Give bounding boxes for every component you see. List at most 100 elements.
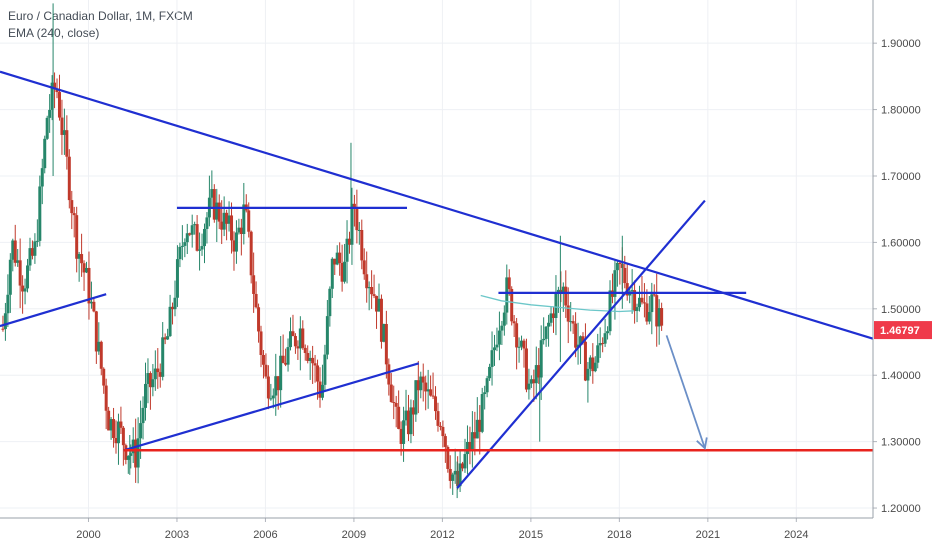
candle-body	[28, 248, 32, 266]
candle	[60, 99, 64, 155]
candle-body	[87, 267, 91, 304]
candle	[62, 108, 66, 155]
candle-body	[291, 331, 295, 336]
candle	[190, 214, 194, 248]
candle	[461, 461, 465, 472]
candle-body	[465, 442, 469, 455]
candle	[116, 413, 120, 465]
candle-body	[613, 270, 617, 297]
candle-body	[478, 419, 482, 432]
candle	[517, 337, 521, 363]
drawings	[0, 70, 874, 489]
candle-body	[237, 227, 241, 233]
candle-body	[642, 302, 646, 304]
candle	[291, 314, 295, 337]
y-tick-label: 1.80000	[881, 105, 921, 117]
candle-body	[542, 338, 546, 341]
candle	[151, 364, 155, 397]
candle-body	[89, 301, 93, 304]
candle	[298, 316, 302, 371]
candle-body	[293, 335, 297, 347]
candle	[426, 369, 430, 409]
candle-body	[394, 402, 398, 407]
candle-body	[43, 138, 47, 169]
candle-body	[141, 407, 145, 424]
candle	[475, 397, 479, 439]
candle-body	[284, 362, 288, 365]
candle-body	[335, 252, 339, 265]
candle-body	[660, 308, 664, 326]
candle	[640, 275, 644, 305]
candle-body	[126, 455, 130, 460]
candle	[217, 194, 221, 230]
candle	[306, 345, 310, 364]
candle-body	[168, 306, 172, 337]
price-badge-label: 1.46797	[880, 325, 920, 337]
candle-body	[362, 260, 366, 275]
candle	[43, 135, 47, 174]
candle-body	[55, 88, 59, 93]
candle-body	[227, 215, 231, 224]
time-axis[interactable]: 2000 2003 2006 2009 2012 2015 2018 2021 2024	[0, 517, 873, 541]
candle-body	[38, 186, 42, 241]
candle-body	[23, 288, 27, 292]
candle	[67, 149, 71, 209]
candle-body	[473, 432, 477, 439]
candle	[655, 273, 659, 347]
candle	[279, 336, 283, 408]
candle-body	[529, 379, 533, 384]
candle-body	[62, 130, 66, 135]
candle-body	[434, 396, 438, 412]
candle	[124, 443, 128, 465]
candle-body	[156, 368, 160, 373]
x-tick-label: 2003	[165, 529, 189, 541]
candle-body	[495, 344, 499, 348]
candle-body	[638, 297, 642, 308]
candle	[244, 194, 248, 213]
candle	[259, 325, 263, 368]
candle-body	[512, 321, 516, 324]
candle-body	[360, 229, 364, 261]
candle-body	[424, 382, 428, 392]
candle-body	[116, 421, 120, 444]
candle-body	[507, 277, 511, 289]
candle	[38, 175, 42, 247]
candle-body	[266, 376, 270, 399]
candle	[281, 334, 285, 364]
candle	[537, 348, 541, 384]
candle	[488, 363, 492, 381]
candle-body	[470, 432, 474, 451]
candle	[485, 375, 489, 398]
candle-body	[134, 439, 138, 468]
candle-body	[45, 117, 49, 139]
candle	[21, 275, 25, 314]
candle	[483, 385, 487, 410]
candle	[252, 252, 256, 313]
candle	[318, 367, 322, 408]
candle	[335, 245, 339, 266]
candle	[571, 315, 575, 334]
candle	[242, 182, 246, 245]
candle-body	[347, 238, 351, 245]
candle-body	[230, 215, 234, 241]
candle	[593, 356, 597, 373]
candle	[225, 209, 229, 241]
candle	[657, 299, 661, 345]
candle-body	[370, 287, 374, 295]
candle-body	[569, 321, 573, 323]
candle-body	[102, 368, 106, 386]
x-tick-label: 2018	[607, 529, 631, 541]
price-axis[interactable]: 1.20000 1.30000 1.40000 1.50000 1.60000 1.700…	[872, 0, 921, 518]
candle-body	[301, 328, 305, 348]
candle	[340, 244, 344, 292]
candle	[286, 338, 290, 372]
candle	[392, 385, 396, 420]
candle-body	[591, 357, 595, 372]
candle-body	[453, 470, 457, 475]
candle-body	[109, 419, 113, 431]
candle-body	[114, 438, 118, 444]
candle	[660, 302, 664, 331]
candle	[394, 395, 398, 428]
candle	[591, 343, 595, 384]
